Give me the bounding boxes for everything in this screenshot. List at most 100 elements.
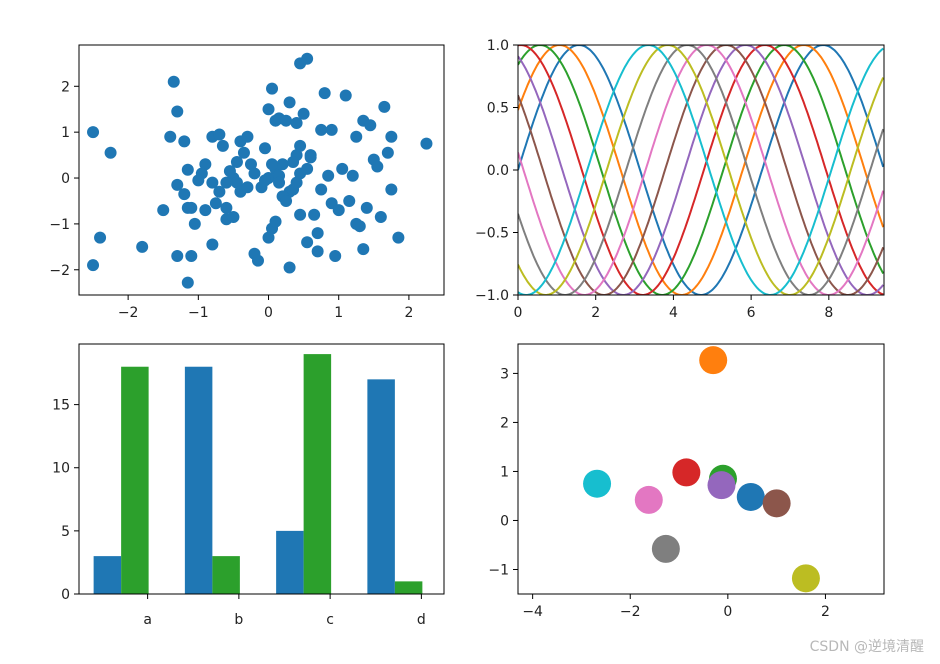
scatter-point <box>339 89 352 102</box>
y-tick-label: 1 <box>61 125 70 141</box>
scatter-point <box>220 176 233 189</box>
sine-line <box>518 45 884 295</box>
bar <box>276 530 304 594</box>
sine-line <box>518 45 884 295</box>
subplot-2: −1.0 −0.5 0.0 0.5 1.0 0 2 4 6 8 <box>475 38 885 321</box>
axes-frame <box>517 343 885 595</box>
scatter-marker <box>634 485 663 514</box>
scatter-point <box>357 243 370 256</box>
scatter-point <box>420 137 433 150</box>
scatter-point <box>248 167 261 180</box>
bar <box>394 581 423 594</box>
scatter-point <box>251 254 264 267</box>
sine-line <box>518 45 884 295</box>
sine-line <box>518 45 884 295</box>
y-tick-label: −1 <box>49 217 70 233</box>
scatter-point <box>287 155 300 168</box>
y-tick-label: 1.0 <box>487 38 509 54</box>
scatter-point <box>94 231 107 244</box>
x-tick-label: b <box>234 612 243 628</box>
scatter-point <box>181 201 194 214</box>
x-tick-label: 2 <box>591 305 600 321</box>
scatter-point <box>244 158 257 171</box>
y-tick-label: 3 <box>500 366 509 382</box>
scatter-point <box>262 231 275 244</box>
scatter-point <box>360 201 373 214</box>
axes-frame <box>78 343 445 595</box>
scatter-point <box>181 276 194 289</box>
plot-area <box>93 354 423 594</box>
scatter-point <box>188 217 201 230</box>
scatter-point <box>329 250 342 263</box>
scatter-point <box>87 126 100 139</box>
x-tick-label: 0 <box>264 305 273 321</box>
scatter-point <box>199 204 212 217</box>
scatter-point <box>206 238 219 251</box>
scatter-point <box>280 194 293 207</box>
scatter-point <box>178 188 191 201</box>
scatter-point <box>199 158 212 171</box>
scatter-point <box>167 75 180 88</box>
scatter-point <box>290 116 303 129</box>
scatter-point <box>346 169 359 182</box>
plot-area <box>87 52 433 289</box>
scatter-point <box>332 204 345 217</box>
scatter-point <box>213 128 226 141</box>
y-tick-label: 0 <box>500 513 509 529</box>
bar <box>121 366 149 594</box>
subplot-1: −2 −1 0 1 2 −2 −1 0 1 2 <box>49 44 445 321</box>
scatter-point <box>325 123 338 136</box>
scatter-point <box>371 160 384 173</box>
scatter-point <box>171 178 184 191</box>
scatter-point <box>259 174 272 187</box>
scatter-point <box>343 194 356 207</box>
scatter-point <box>290 176 303 189</box>
scatter-point <box>259 142 272 155</box>
scatter-point <box>294 208 307 221</box>
subplot-4: −1 0 1 2 3 −4 −2 0 2 <box>488 343 885 620</box>
scatter-point <box>350 217 363 230</box>
y-tick-label: 0.5 <box>487 101 509 117</box>
scatter-point <box>301 52 314 65</box>
scatter-point <box>392 231 405 244</box>
scatter-point <box>283 261 296 274</box>
scatter-point <box>364 119 377 132</box>
x-tick-label: −4 <box>522 604 543 620</box>
scatter-point <box>266 158 279 171</box>
scatter-point <box>280 114 293 127</box>
scatter-point <box>385 183 398 196</box>
scatter-point <box>185 250 198 263</box>
sine-line <box>518 45 884 295</box>
scatter-point <box>311 227 324 240</box>
plot-area <box>518 45 884 295</box>
scatter-marker <box>583 469 612 498</box>
scatter-point <box>87 259 100 272</box>
scatter-point <box>164 130 177 143</box>
scatter-point <box>216 139 229 152</box>
scatter-point <box>266 82 279 95</box>
y-tick-label: −1.0 <box>475 288 509 304</box>
y-tick-label: −0.5 <box>475 226 509 242</box>
scatter-marker <box>651 534 680 563</box>
x-tick-label: 6 <box>747 305 756 321</box>
y-tick-label: 0 <box>61 171 70 187</box>
scatter-point <box>157 204 170 217</box>
scatter-point <box>269 215 282 228</box>
scatter-point <box>283 96 296 109</box>
scatter-point <box>273 176 286 189</box>
y-tick-label: 2 <box>500 415 509 431</box>
scatter-point <box>223 165 236 178</box>
scatter-point <box>374 211 387 224</box>
scatter-point <box>311 245 324 258</box>
scatter-point <box>304 151 317 164</box>
sine-line <box>518 45 884 295</box>
sine-line <box>518 45 884 295</box>
scatter-marker <box>762 489 791 518</box>
y-tick-label: 0 <box>61 587 70 603</box>
scatter-point <box>178 135 191 148</box>
scatter-point <box>241 130 254 143</box>
scatter-point <box>136 240 149 253</box>
x-tick-label: 4 <box>669 305 678 321</box>
watermark: CSDN @逆境清醒 <box>809 639 924 655</box>
